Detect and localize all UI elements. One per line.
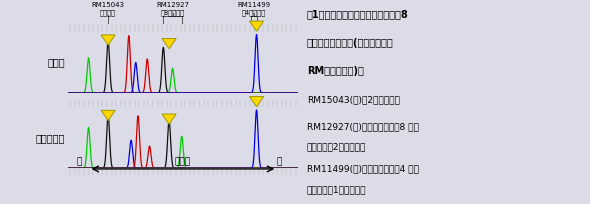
Text: RM＿＿と表記)．: RM＿＿と表記)． [307, 66, 363, 76]
Text: コシヒカリ: コシヒカリ [35, 133, 65, 143]
Text: 短: 短 [77, 157, 82, 166]
Text: 長: 長 [277, 157, 282, 166]
Text: 増幅長: 増幅長 [175, 157, 191, 166]
Text: RM12927: RM12927 [156, 2, 189, 9]
Text: （同じ）: （同じ） [100, 9, 116, 16]
Text: RM15043(黒)：2品種で同じ: RM15043(黒)：2品種で同じ [307, 95, 399, 104]
Text: （8塩基差）: （8塩基差） [160, 9, 185, 16]
Text: マーカーの泳動例(マーカー名は: マーカーの泳動例(マーカー名は [307, 38, 394, 48]
Text: RM15043: RM15043 [91, 2, 124, 9]
Text: （2反復）長い: （2反復）長い [307, 142, 366, 151]
Text: 日本晴: 日本晴 [47, 57, 65, 67]
Text: （1反復）短い: （1反復）短い [307, 185, 366, 194]
Text: RM11499: RM11499 [237, 2, 270, 9]
Text: RM12927(緑)：コシヒカリが8 塩基: RM12927(緑)：コシヒカリが8 塩基 [307, 122, 419, 131]
Text: （4塩基差）: （4塩基差） [241, 9, 266, 16]
Text: RM11499(青)：コシヒカリが4 塩基: RM11499(青)：コシヒカリが4 塩基 [307, 165, 419, 174]
Text: 図1．日本晴とコシヒカリにおける8: 図1．日本晴とコシヒカリにおける8 [307, 9, 408, 19]
